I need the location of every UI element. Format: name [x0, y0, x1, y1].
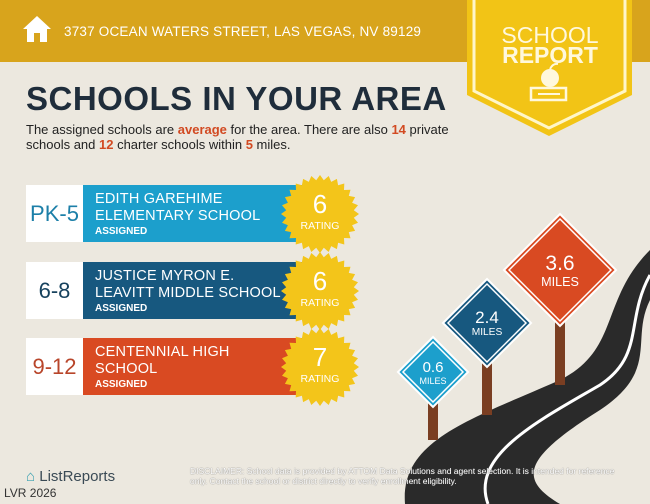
school-row: 9-12 CENTENNIAL HIGH SCHOOL ASSIGNED 7 R…	[26, 328, 359, 406]
school-name-bar: JUSTICE MYRON E. LEAVITT MIDDLE SCHOOL A…	[83, 262, 303, 319]
school-name: CENTENNIAL HIGH SCHOOL	[95, 344, 230, 377]
road	[404, 250, 650, 504]
school-status: ASSIGNED	[95, 226, 148, 237]
watermark: LVR 2026	[4, 486, 57, 500]
distance-sign	[502, 212, 618, 328]
grade-range: 9-12	[26, 338, 83, 395]
page-title: SCHOOLS IN YOUR AREA	[26, 80, 447, 117]
rating-value: 7	[312, 342, 328, 372]
seal-icon	[281, 252, 359, 330]
sign-post	[482, 323, 492, 415]
listreports-logo: ⌂ ListReports	[26, 468, 116, 485]
school-name-bar: EDITH GAREHIME ELEMENTARY SCHOOL ASSIGNE…	[83, 185, 303, 242]
school-status: ASSIGNED	[95, 303, 148, 314]
seal-icon	[281, 328, 359, 406]
rating-value: 6	[312, 189, 328, 219]
rating-seal: 6 RATING	[281, 175, 359, 253]
distance-value: 3.6	[545, 252, 575, 276]
school-row: 6-8 JUSTICE MYRON E. LEAVITT MIDDLE SCHO…	[26, 252, 359, 330]
apple-books-icon	[529, 62, 568, 102]
school-name: JUSTICE MYRON E. LEAVITT MIDDLE SCHOOL	[95, 268, 281, 301]
distance-label: 0.6 MILES	[393, 360, 473, 386]
badge-line2: REPORT	[502, 42, 598, 68]
distance-unit: MILES	[541, 275, 579, 290]
distance-sign	[396, 335, 470, 409]
rating-value: 6	[312, 266, 328, 296]
rating-seal: 6 RATING	[281, 252, 359, 330]
school-name: EDITH GAREHIME ELEMENTARY SCHOOL	[95, 191, 261, 224]
distance-label: 2.4 MILES	[447, 309, 527, 338]
disclaimer: DISCLAIMER: School data is provided by A…	[190, 466, 615, 486]
distance-value: 0.6	[422, 359, 444, 376]
property-address: 3737 OCEAN WATERS STREET, LAS VEGAS, NV …	[64, 24, 422, 39]
school-row: PK-5 EDITH GAREHIME ELEMENTARY SCHOOL AS…	[26, 175, 359, 253]
school-name-bar: CENTENNIAL HIGH SCHOOL ASSIGNED	[83, 338, 303, 395]
distance-sign	[441, 277, 533, 369]
distance-unit: MILES	[471, 327, 503, 339]
rating-label: RATING	[300, 220, 340, 232]
seal-icon	[281, 175, 359, 253]
road-center-line	[483, 274, 650, 504]
school-report-badge	[467, 0, 632, 136]
summary-text: The assigned schools are average for the…	[26, 122, 449, 152]
rating-label: RATING	[300, 297, 340, 309]
home-icon	[23, 16, 51, 42]
badge-line1: SCHOOL	[501, 22, 599, 48]
sign-post	[555, 270, 565, 385]
distance-value: 2.4	[475, 308, 499, 328]
distance-unit: MILES	[419, 376, 447, 386]
grade-range: PK-5	[26, 185, 83, 242]
rating-label: RATING	[300, 373, 340, 385]
logo-icon: ⌂	[26, 468, 36, 485]
grade-range: 6-8	[26, 262, 83, 319]
distance-label: 3.6 MILES	[520, 253, 600, 289]
school-status: ASSIGNED	[95, 379, 148, 390]
rating-seal: 7 RATING	[281, 328, 359, 406]
